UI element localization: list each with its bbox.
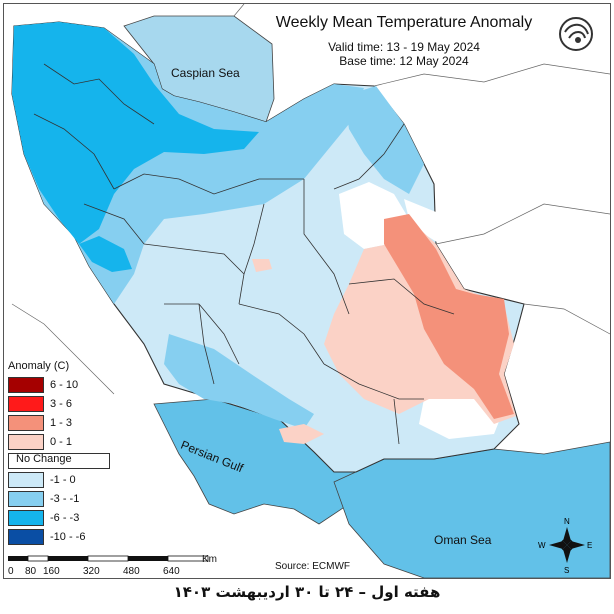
legend-label: -1 - 0 [50, 473, 76, 486]
anomaly-zone-white-east [404, 199, 440, 244]
legend-label: 1 - 3 [50, 416, 73, 429]
source-credit: Source: ECMWF [275, 561, 351, 572]
legend: Anomaly (C) 6 - 10 3 - 6 1 - 3 0 - 1 No Chan… [6, 360, 110, 546]
oman-label: Oman Sea [434, 533, 492, 547]
legend-item: -1 - 0 [6, 470, 110, 489]
legend-label: 6 - 10 [50, 378, 79, 391]
legend-swatch [8, 376, 44, 393]
legend-item: -3 - -1 [6, 489, 110, 508]
scale-tick: 320 [83, 566, 100, 577]
legend-label: -3 - -1 [50, 492, 80, 505]
persian-caption: هفته اول – ۲۴ تا ۳۰ اردیبهشت ۱۴۰۳ [173, 583, 441, 601]
map-title: Weekly Mean Temperature Anomaly [275, 14, 533, 31]
scale-tick: 0 [8, 566, 14, 577]
legend-swatch [8, 433, 44, 450]
legend-item: -10 - -6 [6, 527, 110, 546]
compass-s: S [564, 566, 569, 575]
compass-icon: N S E W [538, 517, 592, 575]
legend-item: No Change [6, 451, 110, 470]
anomaly-zone-south-blue [164, 334, 314, 429]
compass-n: N [564, 517, 570, 526]
legend-swatch [8, 452, 110, 469]
anomaly-zone-warm [384, 214, 514, 419]
legend-item: 6 - 10 [6, 375, 110, 394]
neighbor-borders [11, 4, 610, 395]
anomaly-zone-warm-gulf [279, 424, 324, 444]
legend-item: 3 - 6 [6, 394, 110, 413]
anomaly-zone-warm-small [252, 259, 272, 272]
compass-w: W [538, 541, 546, 550]
compass-e: E [587, 541, 592, 550]
legend-item: 1 - 3 [6, 413, 110, 432]
map-frame: Caspian Sea Persian Gulf Oman Sea N S E … [3, 3, 611, 579]
anomaly-zone-nw-strong [12, 22, 259, 244]
province-boundaries [33, 63, 455, 445]
scale-tick: 160 [43, 566, 60, 577]
legend-swatch [8, 414, 44, 431]
scale-tick: 640 [163, 566, 180, 577]
anomaly-zone-west-strong [79, 236, 132, 272]
anomaly-zone-east-blue [344, 86, 424, 194]
scale-unit: Km [202, 554, 217, 565]
organization-logo-icon [559, 17, 593, 51]
anomaly-map: Caspian Sea Persian Gulf Oman Sea N S E … [11, 4, 610, 578]
legend-label: -6 - -3 [50, 511, 80, 524]
legend-swatch [8, 528, 44, 545]
legend-swatch [8, 395, 44, 412]
legend-label: 0 - 1 [50, 435, 73, 448]
caspian-label: Caspian Sea [171, 66, 240, 80]
legend-label: 3 - 6 [50, 397, 73, 410]
legend-item: 0 - 1 [6, 432, 110, 451]
legend-item: -6 - -3 [6, 508, 110, 527]
valid-time: Valid time: 13 - 19 May 2024 [328, 40, 480, 54]
base-time: Base time: 12 May 2024 [339, 54, 469, 68]
legend-swatch [8, 490, 44, 507]
legend-title: Anomaly (C) [8, 360, 70, 372]
scale-tick: 480 [123, 566, 140, 577]
scale-tick: 80 [25, 566, 37, 577]
legend-label: -10 - -6 [50, 530, 86, 543]
legend-label: No Change [16, 453, 72, 465]
legend-swatch [8, 471, 44, 488]
legend-swatch [8, 509, 44, 526]
